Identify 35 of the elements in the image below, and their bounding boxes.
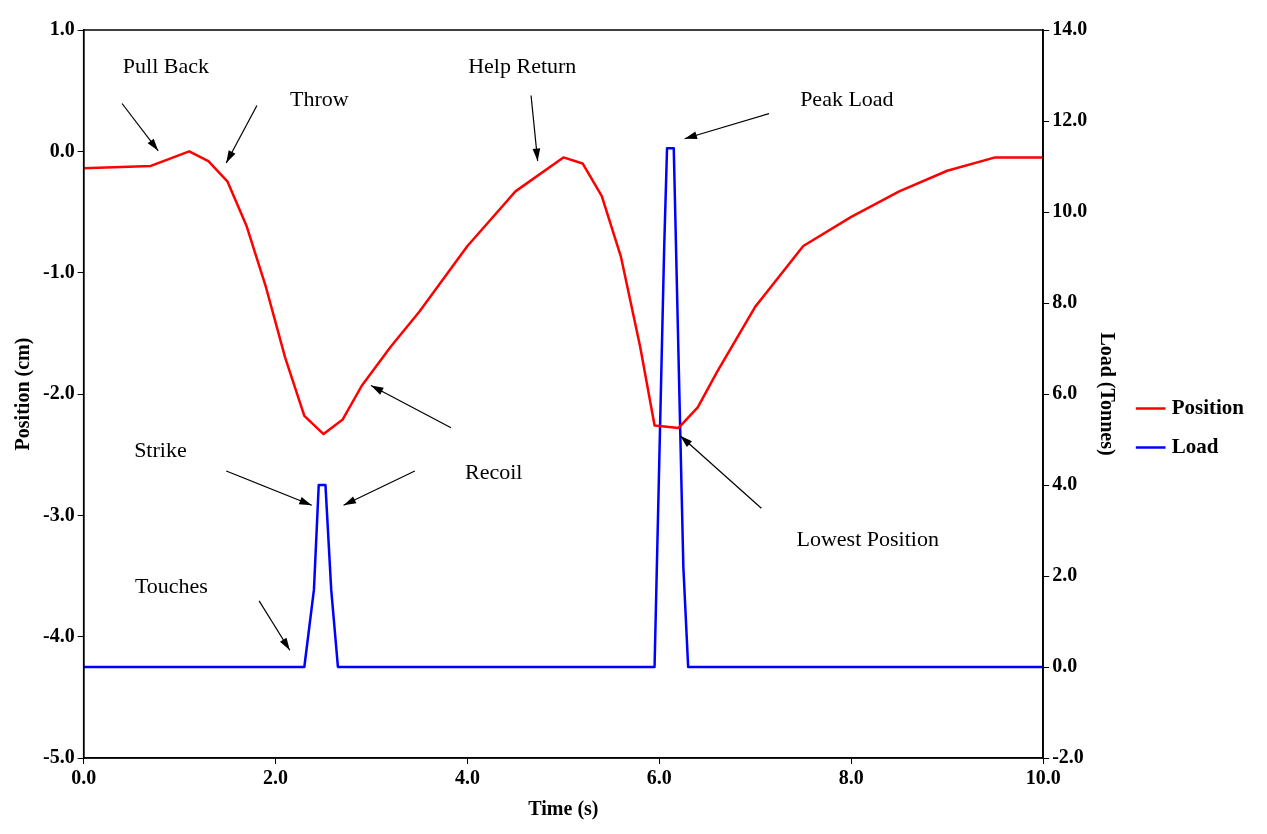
x-tick-label: 8.0 xyxy=(838,766,864,789)
y2-tick-label: -2.0 xyxy=(1052,745,1084,768)
x-axis-title: Time (s) xyxy=(528,797,599,821)
y2-tick-label: 10.0 xyxy=(1052,199,1088,222)
annotation: Peak Load xyxy=(800,86,894,112)
y2-tick-label: 2.0 xyxy=(1052,563,1078,586)
y-tick-label: -2.0 xyxy=(42,381,75,404)
y-tick-label: -4.0 xyxy=(42,623,75,646)
legend-label: Load xyxy=(1171,433,1219,458)
annotation: Touches xyxy=(134,572,208,598)
y-tick-label: 0.0 xyxy=(49,138,75,161)
y2-tick-label: 4.0 xyxy=(1052,472,1078,495)
y-tick-label: 1.0 xyxy=(49,17,75,40)
annotation: Pull Back xyxy=(122,53,209,79)
y-tick-label: -3.0 xyxy=(42,502,75,525)
y-tick-label: -1.0 xyxy=(42,259,75,282)
annotation: Help Return xyxy=(468,53,577,79)
annotation: Throw xyxy=(290,86,349,112)
y2-tick-label: 14.0 xyxy=(1052,17,1088,40)
annotation: Strike xyxy=(134,436,187,462)
y2-tick-label: 6.0 xyxy=(1052,381,1078,404)
y-tick-label: -5.0 xyxy=(42,745,75,768)
annotation: Lowest Position xyxy=(796,526,939,552)
x-tick-label: 10.0 xyxy=(1025,766,1061,789)
x-tick-label: 6.0 xyxy=(646,766,672,789)
y2-axis-title: Load (Tonnes) xyxy=(1095,332,1119,456)
legend-label: Position xyxy=(1171,394,1245,419)
y-axis-title: Position (cm) xyxy=(11,337,35,451)
annotation: Recoil xyxy=(465,458,523,484)
x-tick-label: 4.0 xyxy=(454,766,480,789)
y2-tick-label: 8.0 xyxy=(1052,290,1078,313)
x-tick-label: 0.0 xyxy=(71,766,97,789)
y2-tick-label: 0.0 xyxy=(1052,654,1078,677)
y2-tick-label: 12.0 xyxy=(1052,108,1088,131)
x-tick-label: 2.0 xyxy=(263,766,289,789)
